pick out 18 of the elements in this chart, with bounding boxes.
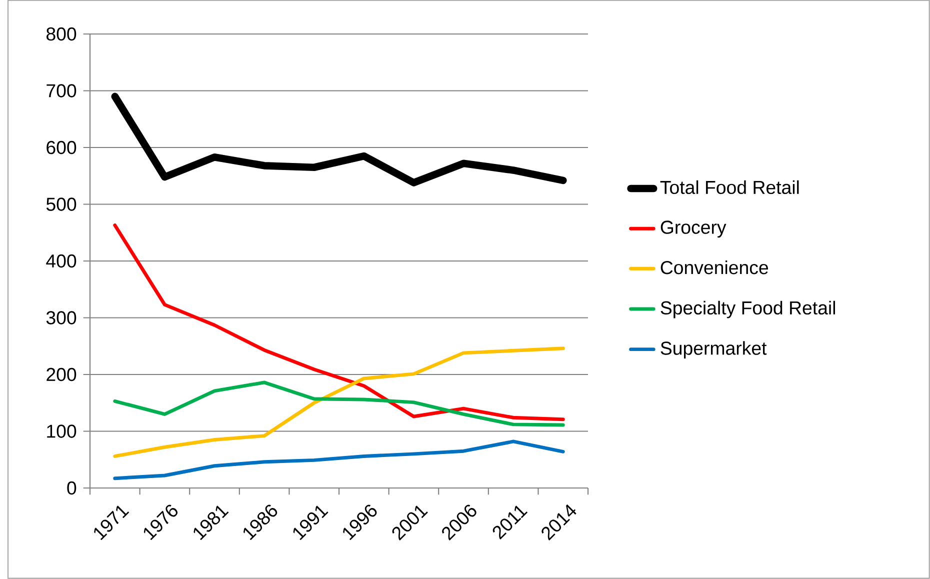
line-series	[113, 346, 565, 458]
y-tick-label: 100	[47, 424, 76, 438]
legend-label: Supermarket	[660, 341, 767, 359]
line-series	[113, 224, 565, 422]
y-tick-label: 0	[67, 481, 76, 495]
legend-label: Total Food Retail	[660, 180, 799, 194]
legend-label: Convenience	[660, 260, 768, 274]
y-tick-label: 600	[46, 140, 76, 154]
y-tick-label: 200	[46, 368, 76, 382]
legend-label: Specialty Food Retail	[660, 300, 836, 318]
y-tick-label: 700	[46, 84, 76, 98]
y-tick-label: 300	[46, 311, 76, 324]
line-series	[113, 380, 565, 427]
legend-label: Grocery	[660, 220, 726, 238]
line-series	[113, 440, 565, 480]
y-tick-label: 500	[46, 198, 76, 211]
y-tick-label: 800	[46, 27, 76, 41]
y-tick-label: 400	[46, 254, 76, 268]
